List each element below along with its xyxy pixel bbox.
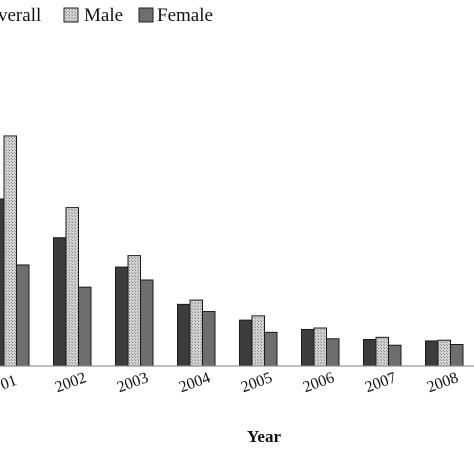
- bar-male-2007: [375, 336, 389, 367]
- bar-male-2002: [65, 207, 79, 367]
- x-tick-label-2001: 01: [0, 372, 19, 393]
- bar-female-2008: [450, 344, 464, 367]
- bar-female-2004: [202, 311, 216, 367]
- bar-overall-2002: [53, 237, 67, 367]
- bar-male-2006: [313, 327, 327, 367]
- bars-group: [0, 135, 464, 367]
- bar-female-2006: [326, 338, 340, 367]
- bar-female-2002: [78, 286, 92, 367]
- bar-female-2001: [16, 264, 30, 367]
- legend-label-male: Male: [84, 5, 123, 26]
- x-tick-label-2003: 2003: [115, 369, 151, 396]
- x-tick-label-2006: 2006: [301, 369, 337, 396]
- bar-male-2008: [437, 339, 451, 367]
- bar-overall-2008: [425, 340, 439, 367]
- bar-overall-2007: [363, 338, 377, 367]
- legend-label-overall: verall: [0, 5, 41, 26]
- legend: verall Male Female: [0, 5, 213, 26]
- legend-label-female: Female: [157, 5, 213, 26]
- bar-overall-2005: [239, 319, 253, 367]
- bar-female-2005: [264, 331, 278, 367]
- bar-male-2001: [3, 135, 17, 367]
- bar-female-2007: [388, 344, 402, 367]
- bar-female-2003: [140, 279, 154, 367]
- bar-overall-2003: [115, 266, 129, 367]
- x-tick-label-2004: 2004: [177, 369, 213, 396]
- x-tick-label-2007: 2007: [363, 369, 399, 396]
- legend-swatch-male: [63, 7, 79, 23]
- bar-overall-2001: [0, 198, 5, 367]
- bar-male-2005: [251, 315, 265, 367]
- x-axis-title: Year: [247, 427, 281, 446]
- legend-swatch-female: [138, 7, 154, 23]
- x-tick-label-2002: 2002: [53, 369, 89, 396]
- bar-overall-2006: [301, 328, 315, 367]
- bar-male-2004: [189, 299, 203, 367]
- x-tick-labels: 0120022003200420052006200720082: [0, 369, 461, 396]
- bar-overall-2004: [177, 303, 191, 367]
- bar-male-2003: [127, 255, 141, 367]
- x-tick-label-2005: 2005: [239, 369, 275, 396]
- x-tick-label-2008: 2008: [425, 369, 461, 396]
